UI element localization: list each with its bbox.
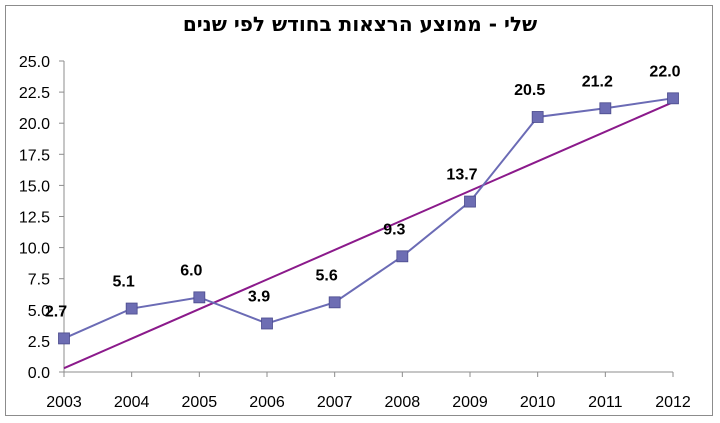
data-label: 5.1 bbox=[113, 274, 135, 291]
x-tick-label: 2004 bbox=[114, 394, 150, 411]
x-tick-label: 2008 bbox=[385, 394, 421, 411]
series-line bbox=[63, 97, 674, 340]
x-tick-label: 2010 bbox=[520, 394, 556, 411]
data-label: 21.2 bbox=[582, 73, 613, 90]
y-tick-label: 20.0 bbox=[19, 116, 50, 133]
x-tick-label: 2009 bbox=[452, 394, 488, 411]
data-point bbox=[531, 111, 544, 123]
data-point bbox=[193, 291, 206, 304]
chart-frame bbox=[5, 5, 713, 416]
data-labels: 2.7 5.1 6.0 3.9 5.6 9.3 13.7 20.5 21.2 22.0 bbox=[45, 63, 681, 320]
y-tick-label: 2.5 bbox=[28, 334, 50, 351]
data-label: 20.5 bbox=[514, 82, 545, 99]
x-tick-label: 2011 bbox=[588, 394, 623, 411]
y-tick-label: 10.0 bbox=[19, 241, 50, 258]
data-point bbox=[599, 102, 612, 115]
y-axis-ticks: 0.0 2.5 5.0 7.5 10.0 12.5 15.0 17.5 20.0 22.5 25.0 bbox=[19, 54, 64, 382]
trendline bbox=[63, 101, 674, 370]
data-label: 9.3 bbox=[383, 221, 405, 238]
x-tick-label: 2006 bbox=[249, 394, 285, 411]
data-label: 22.0 bbox=[649, 63, 680, 80]
data-point bbox=[58, 332, 70, 345]
y-tick-label: 12.5 bbox=[19, 210, 50, 227]
y-tick-label: 0.0 bbox=[28, 365, 50, 382]
data-point bbox=[396, 250, 409, 263]
x-tick-label: 2005 bbox=[182, 394, 218, 411]
y-tick-label: 5.0 bbox=[28, 303, 50, 320]
data-point bbox=[667, 92, 679, 105]
series-layer bbox=[58, 92, 679, 345]
y-tick-label: 22.5 bbox=[19, 85, 50, 102]
data-label: 5.6 bbox=[316, 267, 338, 284]
data-label: 3.9 bbox=[248, 288, 270, 305]
data-point bbox=[125, 302, 138, 315]
data-point bbox=[464, 195, 476, 208]
x-tick-label: 2007 bbox=[317, 394, 353, 411]
trendline-layer bbox=[63, 101, 674, 370]
y-tick-label: 15.0 bbox=[19, 178, 50, 195]
y-tick-label: 7.5 bbox=[28, 272, 50, 289]
x-tick-label: 2003 bbox=[46, 394, 82, 411]
y-tick-label: 17.5 bbox=[19, 147, 50, 164]
x-axis-ticks: 2003 2004 2005 2006 2007 2008 2009 2010 2011 2012 bbox=[46, 372, 691, 411]
x-tick-label: 2012 bbox=[655, 394, 691, 411]
chart-title: שלי - ממוצע הרצאות בחודש לפי שנים bbox=[182, 12, 538, 36]
chart-axes bbox=[63, 61, 673, 373]
y-tick-label: 25.0 bbox=[19, 54, 50, 71]
data-label: 2.7 bbox=[45, 303, 67, 320]
data-label: 13.7 bbox=[446, 167, 477, 184]
data-point bbox=[328, 296, 341, 309]
data-label: 6.0 bbox=[180, 262, 202, 279]
data-point bbox=[261, 317, 273, 330]
